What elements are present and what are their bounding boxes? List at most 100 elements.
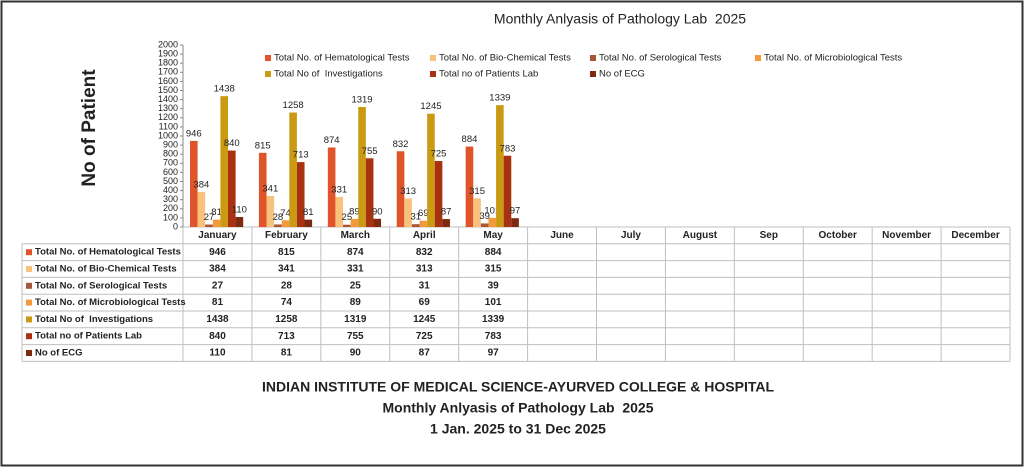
table-cell: 1339 [482,314,505,325]
bar [373,218,382,227]
footer-line: Monthly Anlyasis of Pathology Lab 2025 [383,400,654,416]
table-cell: 713 [278,331,295,342]
y-tick-label: 1400 [158,94,178,104]
table-cell: 1245 [413,314,436,325]
data-label: 74 [280,208,291,219]
legend-label: Total No. of Bio-Chemical Tests [439,53,571,64]
x-tick-label: May [483,230,503,241]
bar [327,147,336,227]
x-tick-label: October [819,230,857,241]
data-label: 97 [510,206,521,217]
data-label: 946 [186,128,202,139]
legend-label: Total No. of Hematological Tests [274,53,410,64]
table-cell: 725 [416,331,433,342]
bar [197,192,206,227]
table-cell: 384 [209,264,226,275]
data-label: 884 [462,134,478,145]
table-cell: 315 [485,264,502,275]
x-tick-label: April [413,230,436,241]
y-tick-label: 200 [163,203,178,213]
bar [350,218,359,227]
bar [465,146,474,227]
bar [258,152,267,227]
table-cell: 28 [281,280,293,291]
x-tick-label: February [265,230,308,241]
table-row-label: Total No. of Serological Tests [35,280,167,291]
bar [488,217,497,227]
data-label: 81 [303,207,314,218]
x-tick-label: July [621,230,641,241]
x-tick-label: June [550,230,574,241]
x-tick-label: January [198,230,237,241]
bar [212,219,221,227]
data-label: 313 [400,186,416,197]
bar [281,220,290,227]
footer-line: INDIAN INSTITUTE OF MEDICAL SCIENCE-AYUR… [262,379,775,395]
legend-swatch [430,71,436,77]
data-label: 315 [469,186,485,197]
y-tick-label: 400 [163,185,178,195]
legend-swatch [590,55,596,61]
chart-title: Monthly Anlyasis of Pathology Lab 2025 [494,11,746,27]
data-label: 1339 [489,93,510,104]
data-label: 90 [372,206,383,217]
bar [343,224,351,227]
table-cell: 74 [281,297,293,308]
y-tick-label: 600 [163,167,178,177]
table-cell: 90 [350,348,362,359]
data-label: 815 [255,140,271,151]
table-key [26,316,32,323]
table-cell: 97 [488,348,500,359]
table-cell: 110 [209,348,226,359]
y-tick-label: 2000 [158,39,178,49]
table-cell: 1319 [344,314,367,325]
data-label: 384 [193,180,209,191]
data-label: 87 [441,207,452,218]
table-key [26,333,32,340]
y-tick-label: 300 [163,194,178,204]
data-label: 101 [484,205,500,216]
data-label: 331 [331,184,347,195]
table-cell: 25 [350,280,362,291]
y-tick-label: 500 [163,176,178,186]
bar [274,224,282,227]
bar [296,162,305,227]
y-tick-label: 800 [163,149,178,159]
table-key [26,249,32,256]
y-tick-label: 1200 [158,112,178,122]
table-cell: 1438 [206,314,229,325]
table-cell: 755 [347,331,364,342]
table-key [26,282,32,289]
y-tick-label: 1000 [158,130,178,140]
y-tick-label: 1700 [158,67,178,77]
table-row-label: Total No. of Bio-Chemical Tests [35,264,177,275]
table-cell: 783 [485,331,502,342]
bar [289,112,297,227]
table-cell: 27 [212,280,224,291]
data-label: 713 [293,150,309,161]
bar [396,151,405,227]
data-label: 783 [500,143,516,154]
y-tick-label: 0 [173,221,178,231]
table-row-label: No of ECG [35,348,83,359]
bar [358,106,366,227]
table-key [26,266,32,272]
data-label: 874 [324,135,340,146]
table-cell: 341 [278,264,295,275]
legend-swatch [430,55,436,61]
legend-label: Total No of Investigations [274,69,383,80]
legend-swatch [590,71,596,77]
x-tick-label: December [951,230,999,241]
x-tick-label: Sep [760,230,778,241]
data-label: 27 [204,212,215,223]
footer-line: 1 Jan. 2025 to 31 Dec 2025 [430,421,606,437]
y-tick-label: 1800 [158,58,178,68]
table-cell: 313 [416,264,433,275]
bar [205,224,213,227]
data-label: 31 [410,212,421,223]
data-label: 840 [224,138,240,149]
data-label: 341 [262,183,278,194]
table-row-label: Total No of Investigations [35,314,153,325]
